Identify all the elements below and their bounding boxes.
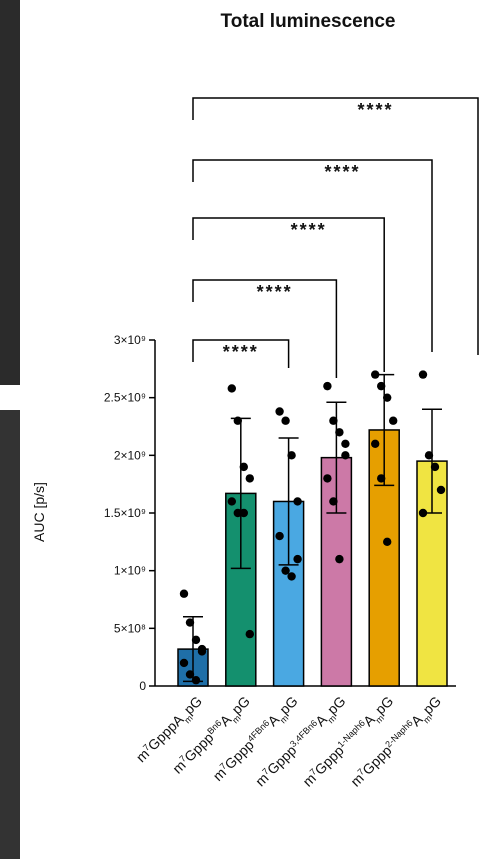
data-point xyxy=(287,451,295,459)
data-point xyxy=(186,618,194,626)
significance-bracket xyxy=(193,98,478,355)
significance-label: **** xyxy=(324,162,360,182)
label-part: 2-Naph6 xyxy=(383,718,414,749)
data-point xyxy=(240,509,248,517)
label-part: 3,4FBn6 xyxy=(288,718,319,749)
data-point xyxy=(335,555,343,563)
data-point xyxy=(377,382,385,390)
data-point xyxy=(246,630,254,638)
y-tick-label: 2×10⁹ xyxy=(114,448,146,462)
neighbor-image xyxy=(0,0,20,385)
label-part: pG xyxy=(372,693,397,718)
data-point xyxy=(198,645,206,653)
significance-bracket xyxy=(193,160,432,352)
y-tick-label: 0 xyxy=(139,679,146,693)
data-point xyxy=(437,486,445,494)
y-tick-label: 5×10⁸ xyxy=(114,621,146,635)
y-tick-label: 1×10⁹ xyxy=(114,564,146,578)
label-part: pG xyxy=(181,693,206,718)
data-point xyxy=(192,676,200,684)
data-point xyxy=(383,538,391,546)
data-point xyxy=(329,497,337,505)
data-point xyxy=(389,417,397,425)
data-point xyxy=(335,428,343,436)
y-tick-label: 2.5×10⁹ xyxy=(104,391,146,405)
data-point xyxy=(371,440,379,448)
data-point xyxy=(180,590,188,598)
data-point xyxy=(419,370,427,378)
data-point xyxy=(341,440,349,448)
data-point xyxy=(246,474,254,482)
label-part: 1-Naph6 xyxy=(335,718,366,749)
label-part: pG xyxy=(228,693,253,718)
data-point xyxy=(419,509,427,517)
data-point xyxy=(281,417,289,425)
chart-title: Total luminescence xyxy=(221,11,396,32)
significance-label: **** xyxy=(291,220,327,240)
label-part: pG xyxy=(324,693,349,718)
data-point xyxy=(180,659,188,667)
label-part: pG xyxy=(276,693,301,718)
data-point xyxy=(377,474,385,482)
label-part: GpppA xyxy=(144,711,187,754)
data-point xyxy=(234,417,242,425)
data-point xyxy=(341,451,349,459)
data-point xyxy=(275,407,283,415)
data-point xyxy=(431,463,439,471)
chart: Total luminescence AUC [p/s] 0 5×10⁸ 1×10⁹… xyxy=(0,0,490,859)
label-part: pG xyxy=(420,693,445,718)
data-point xyxy=(323,474,331,482)
data-point xyxy=(192,636,200,644)
y-axis-label: AUC [p/s] xyxy=(31,482,47,542)
data-point xyxy=(323,382,331,390)
data-point xyxy=(287,572,295,580)
y-tick-label: 3×10⁹ xyxy=(114,333,146,347)
x-tick-label: m7Gppp2-Naph6AmpG xyxy=(347,693,447,793)
significance-label: **** xyxy=(357,100,393,120)
data-point xyxy=(329,417,337,425)
data-point xyxy=(293,497,301,505)
data-point xyxy=(228,384,236,392)
data-point xyxy=(383,393,391,401)
data-point xyxy=(371,370,379,378)
significance-label: **** xyxy=(257,282,293,302)
y-tick-label: 1.5×10⁹ xyxy=(104,506,146,520)
data-point xyxy=(240,463,248,471)
significance-label: **** xyxy=(223,342,259,362)
data-point xyxy=(293,555,301,563)
data-point xyxy=(228,497,236,505)
neighbor-image xyxy=(0,410,20,859)
data-point xyxy=(275,532,283,540)
data-point xyxy=(425,451,433,459)
